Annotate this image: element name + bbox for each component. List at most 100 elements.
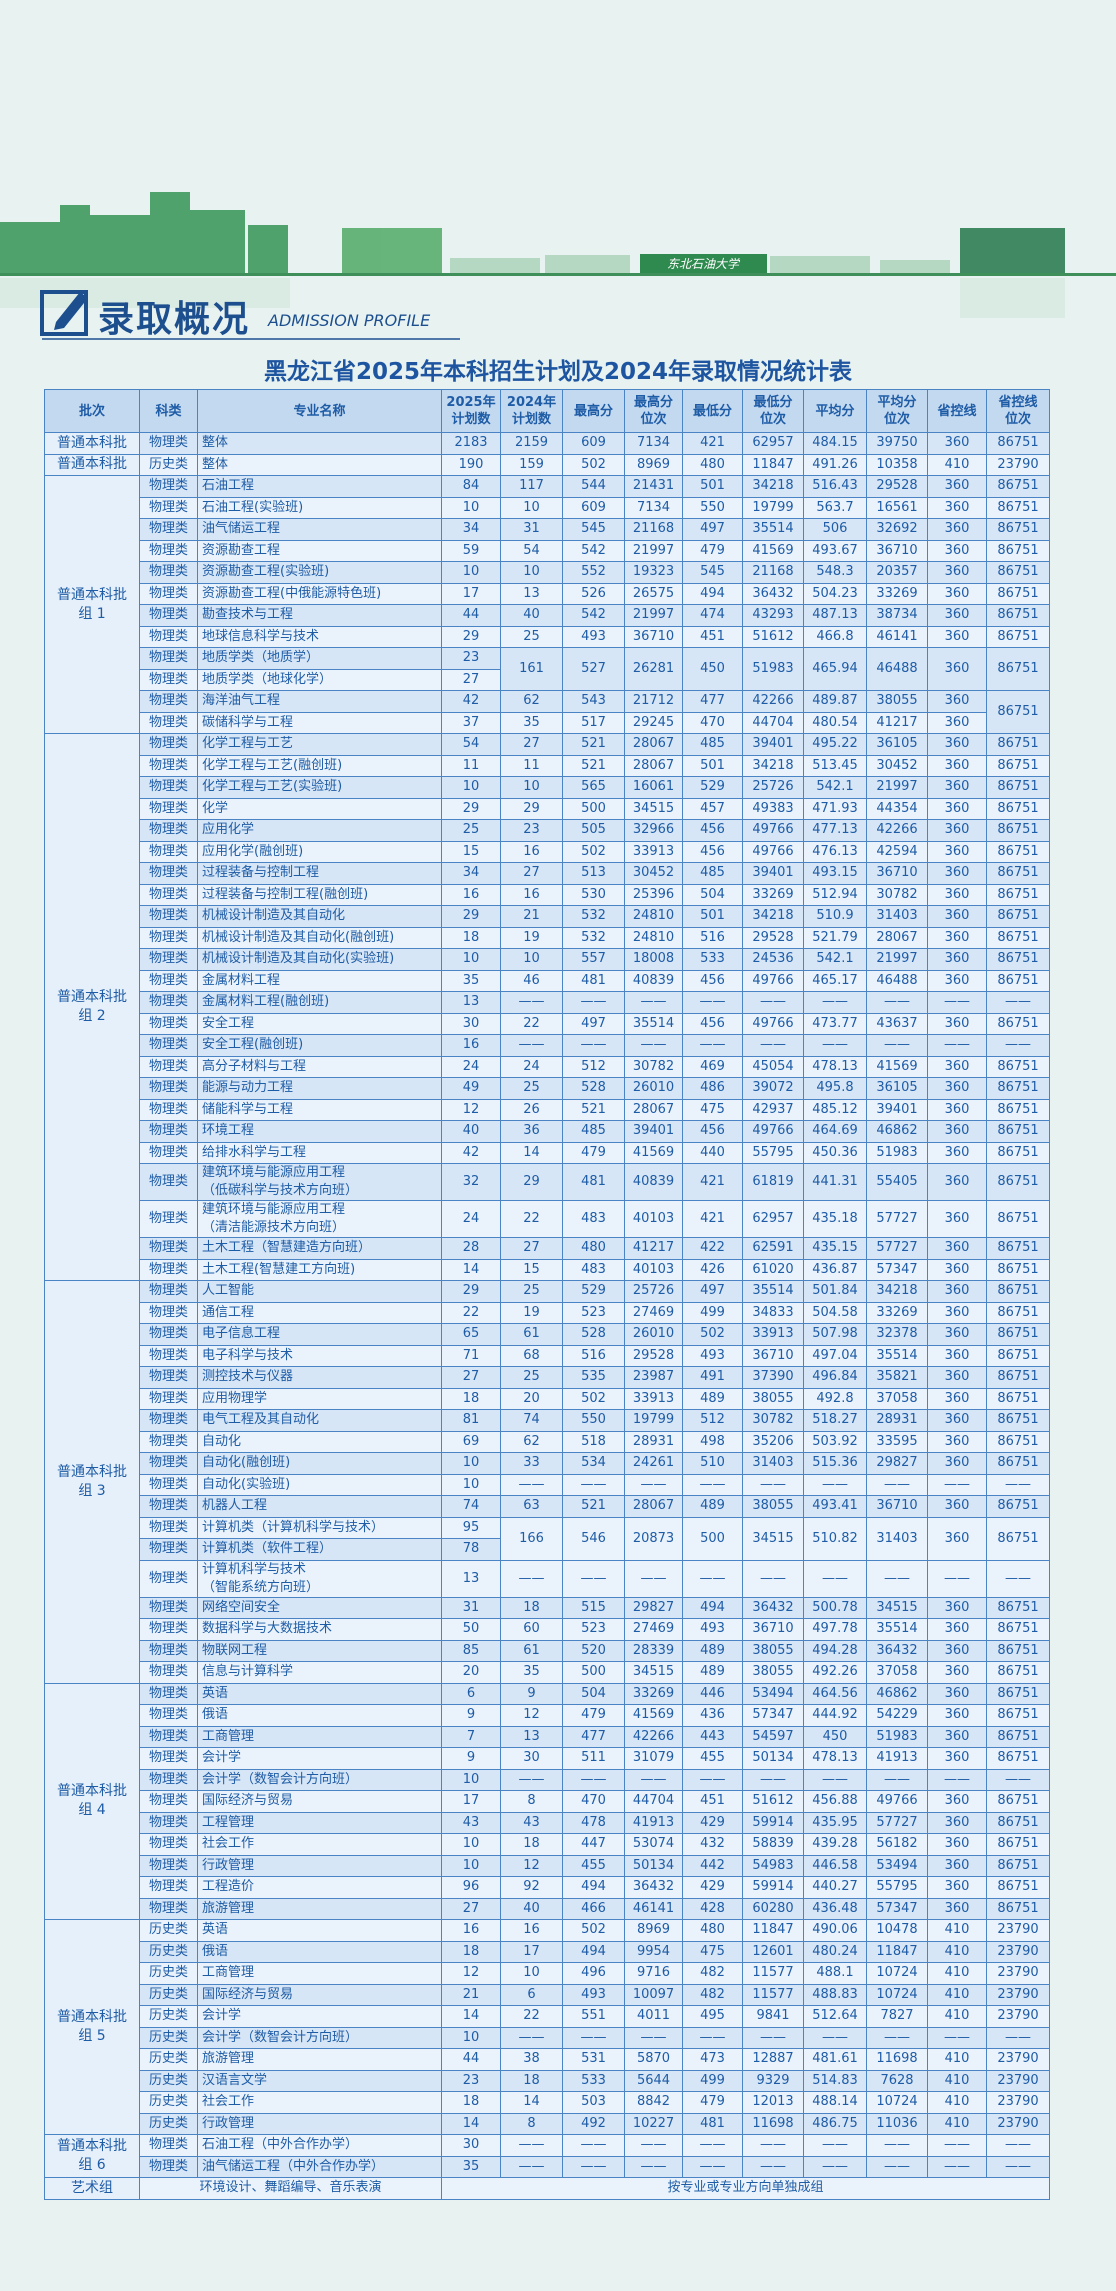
value-cell: 95	[441, 1516, 501, 1539]
major-cell: 测控技术与仪器	[197, 1366, 442, 1389]
value-cell: 20873	[624, 1516, 683, 1561]
value-cell: 475	[682, 1940, 743, 1963]
value-cell: 9716	[624, 1962, 683, 1985]
column-header: 最高分 位次	[624, 389, 683, 433]
value-cell: 34	[441, 518, 501, 541]
value-cell: 478	[562, 1811, 625, 1834]
value-cell: 28931	[866, 1409, 928, 1432]
value-cell: 360	[927, 1516, 987, 1561]
value-cell: 360	[927, 1409, 987, 1432]
value-cell: 86751	[986, 1747, 1050, 1770]
value-cell: 450	[682, 647, 743, 691]
subject-cell: 物理类	[139, 1704, 198, 1727]
value-cell: 14	[441, 2005, 501, 2028]
value-cell: 86751	[986, 1704, 1050, 1727]
value-cell: 27469	[624, 1618, 683, 1641]
value-cell: 360	[927, 776, 987, 799]
value-cell: 36432	[742, 582, 804, 605]
value-cell: 360	[927, 797, 987, 820]
table-row: 历史类 会计学（数智会计方向班） 10 —— —— —— —— —— —— —— —— ——	[45, 2026, 1050, 2049]
value-cell: 46862	[866, 1120, 928, 1143]
value-cell: 190	[441, 453, 501, 476]
value-cell: 85	[441, 1639, 501, 1662]
value-cell: 360	[927, 432, 987, 455]
value-cell: 480	[682, 1919, 743, 1942]
value-cell: 86751	[986, 1897, 1050, 1920]
value-cell: 40839	[624, 969, 683, 992]
value-cell: 16	[500, 883, 563, 906]
value-cell: 25	[441, 819, 501, 842]
value-cell: 25	[500, 625, 563, 648]
value-cell: ——	[927, 1473, 987, 1496]
value-cell: ——	[682, 991, 743, 1014]
value-cell: 360	[927, 1120, 987, 1143]
value-cell: 435.18	[803, 1200, 867, 1238]
major-cell: 建筑环境与能源应用工程 （清洁能源技术方向班）	[197, 1200, 442, 1238]
value-cell: 444.92	[803, 1704, 867, 1727]
major-cell: 地质学类（地质学）	[197, 647, 442, 670]
major-cell: 电气工程及其自动化	[197, 1409, 442, 1432]
table-row: 物理类 资源勘查工程(中俄能源特色班) 17 13 526 26575 494 36432 50…	[45, 582, 1050, 605]
value-cell: 473	[682, 2048, 743, 2071]
value-cell: 54	[500, 539, 563, 562]
value-cell: 481	[562, 1163, 625, 1201]
value-cell: 494	[682, 1596, 743, 1619]
value-cell: 27	[441, 1897, 501, 1920]
value-cell: 8969	[624, 1919, 683, 1942]
value-cell: 10227	[624, 2112, 683, 2135]
subject-cell: 历史类	[139, 2048, 198, 2071]
table-row: 物理类 应用化学(融创班) 15 16 502 33913 456 49766 476.13 42…	[45, 840, 1050, 863]
value-cell: 497	[682, 518, 743, 541]
value-cell: 360	[927, 1596, 987, 1619]
value-cell: 61	[500, 1639, 563, 1662]
value-cell: 28067	[624, 754, 683, 777]
value-cell: 464.56	[803, 1682, 867, 1705]
value-cell: 78	[441, 1538, 501, 1561]
value-cell: 40103	[624, 1258, 683, 1281]
value-cell: 62957	[742, 432, 804, 455]
table-row: 物理类 资源勘查工程(实验班) 10 10 552 19323 545 21168 548.3 2…	[45, 561, 1050, 584]
value-cell: 544	[562, 475, 625, 498]
value-cell: 30782	[742, 1409, 804, 1432]
value-cell: 488.1	[803, 1962, 867, 1985]
value-cell: 475	[682, 1098, 743, 1121]
value-cell: 86751	[986, 539, 1050, 562]
value-cell: 360	[927, 1237, 987, 1260]
value-cell: 19323	[624, 561, 683, 584]
column-header: 省控线	[927, 389, 987, 433]
value-cell: 470	[562, 1790, 625, 1813]
value-cell: ——	[866, 991, 928, 1014]
value-cell: 16	[441, 1034, 501, 1057]
subject-cell: 物理类	[139, 1516, 198, 1539]
value-cell: 23790	[986, 2048, 1050, 2071]
value-cell: ——	[624, 2026, 683, 2049]
subject-cell: 物理类	[139, 518, 198, 541]
subject-cell: 物理类	[139, 840, 198, 863]
value-cell: 18	[500, 2069, 563, 2092]
table-body: 普通本科批 物理类 整体 2183 2159 609 7134 421 62957 484.15 3…	[44, 432, 1050, 2200]
value-cell: 360	[927, 948, 987, 971]
value-cell: 86751	[986, 1495, 1050, 1518]
value-cell: 86751	[986, 1141, 1050, 1164]
value-cell: ——	[624, 991, 683, 1014]
value-cell: 543	[562, 690, 625, 713]
value-cell: 542.1	[803, 776, 867, 799]
value-cell: 53494	[742, 1682, 804, 1705]
table-row: 物理类 电子信息工程 65 61 528 26010 502 33913 507.98 32378…	[45, 1323, 1050, 1346]
value-cell: 23987	[624, 1366, 683, 1389]
value-cell: 51983	[866, 1141, 928, 1164]
table-row: 历史类 行政管理 14 8 492 10227 481 11698 486.75 11036 410…	[45, 2112, 1050, 2135]
value-cell: 482	[682, 1962, 743, 1985]
value-cell: 86751	[986, 518, 1050, 541]
value-cell: 523	[562, 1618, 625, 1641]
value-cell: 7	[441, 1725, 501, 1748]
value-cell: 360	[927, 582, 987, 605]
batch-cell: 普通本科批 组 4	[44, 1682, 140, 1920]
value-cell: ——	[742, 2134, 804, 2157]
banner-text: 东北石油大学	[667, 257, 741, 271]
value-cell: 21997	[866, 948, 928, 971]
value-cell: 42937	[742, 1098, 804, 1121]
value-cell: 9954	[624, 1940, 683, 1963]
value-cell: ——	[986, 1768, 1050, 1791]
value-cell: 11036	[866, 2112, 928, 2135]
